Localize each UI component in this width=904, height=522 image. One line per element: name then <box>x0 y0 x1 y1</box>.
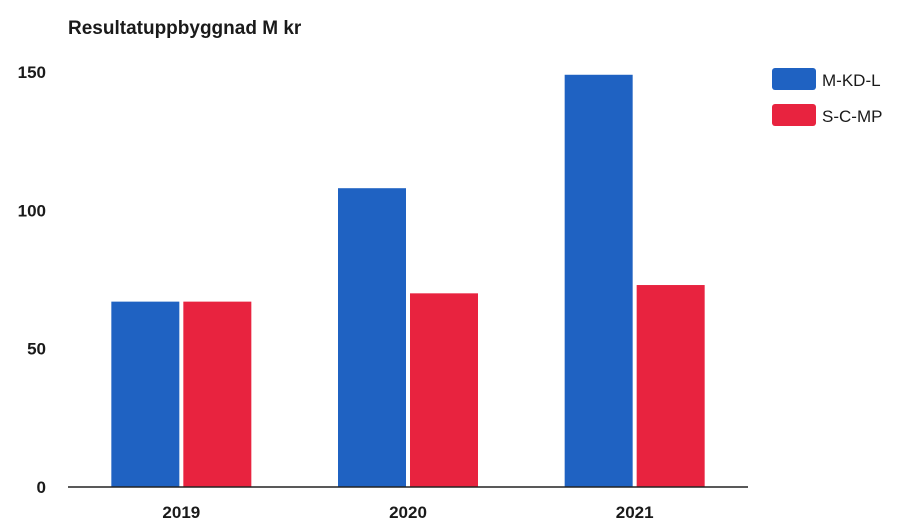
x-tick-label: 2019 <box>162 503 200 522</box>
legend-swatch <box>772 104 816 126</box>
x-axis-labels: 2019 2020 2021 <box>162 503 653 522</box>
y-axis-ticks: 0 50 100 150 <box>18 63 46 497</box>
bar-m-kd-l-2020 <box>338 188 406 487</box>
bar-m-kd-l-2021 <box>564 74 633 488</box>
bar-s-c-mp-2020 <box>410 293 478 487</box>
legend-label: M-KD-L <box>822 71 881 90</box>
bar-s-c-mp-2021 <box>636 285 705 487</box>
y-tick-label: 100 <box>18 201 46 220</box>
x-tick-label: 2021 <box>616 503 654 522</box>
bar-m-kd-l-2019 <box>111 301 180 487</box>
chart-title: Resultatuppbyggnad M kr <box>68 18 302 39</box>
bar-s-c-mp-2019 <box>183 301 252 487</box>
y-tick-label: 0 <box>37 478 46 497</box>
legend: M-KD-L S-C-MP <box>772 68 882 126</box>
y-tick-label: 150 <box>18 63 46 82</box>
legend-swatch <box>772 68 816 90</box>
x-tick-label: 2020 <box>389 503 427 522</box>
legend-label: S-C-MP <box>822 107 882 126</box>
y-tick-label: 50 <box>27 340 46 359</box>
bars <box>111 74 705 488</box>
